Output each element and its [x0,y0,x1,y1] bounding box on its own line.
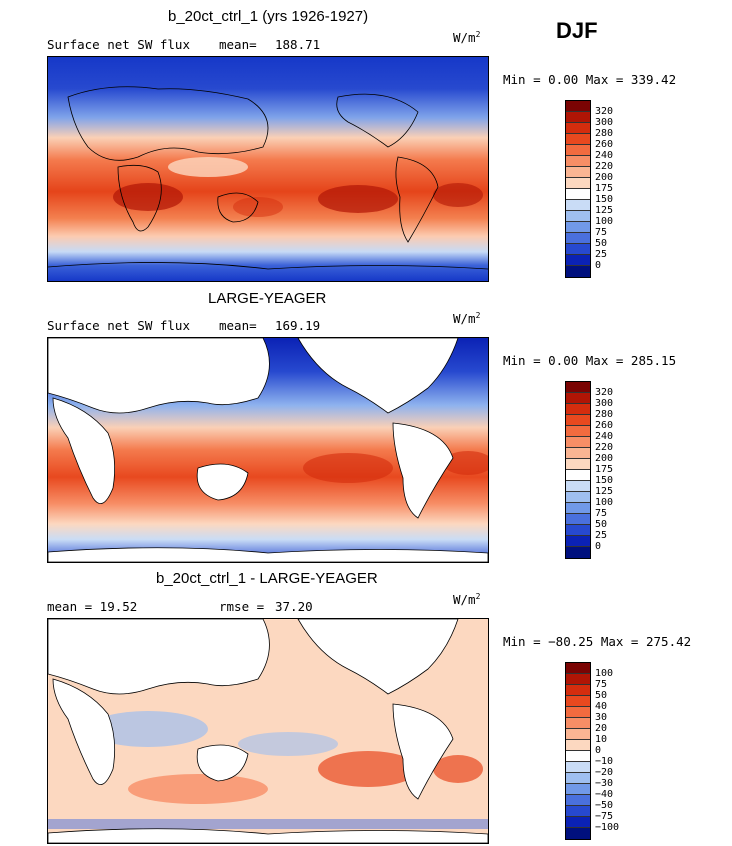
colorbar-tick: 200 [595,172,614,183]
panel1-variable-label: Surface net SW flux [47,37,190,52]
panel3-rmse-label: rmse = [219,599,265,614]
colorbar-tick: 100 [595,497,614,508]
season-label: DJF [556,18,598,43]
colorbar-tick: 260 [595,420,614,431]
colorbar-tick: 240 [595,431,614,442]
panel2-map [47,337,489,563]
colorbar-tick: 25 [595,249,608,260]
colorbar-tick: 200 [595,453,614,464]
colorbar-tick: 125 [595,205,614,216]
colorbar-tick: 260 [595,139,614,150]
panel3-map-field [48,619,488,843]
colorbar-tick: 50 [595,238,608,249]
colorbar-tick: 300 [595,117,614,128]
colorbar-tick: −10 [595,756,614,767]
panel2-minmax: Min = 0.00 Max = 285.15 [503,353,677,368]
colorbar-tick: 100 [595,216,614,227]
panel2-map-field [48,338,488,562]
panel1-units: W/m2 [453,30,481,46]
colorbar-tick: 300 [595,398,614,409]
panel1-mean-label: mean= [219,37,257,52]
panel1-minmax: Min = 0.00 Max = 339.42 [503,72,677,87]
colorbar-tick: 0 [595,541,602,552]
colorbar-tick: −75 [595,811,614,822]
panel3-mean-stat: mean = 19.52 [47,599,138,614]
colorbar-tick: −50 [595,800,614,811]
panel2-colorbar [565,381,591,559]
colorbar-tick: 320 [595,387,614,398]
panel1-colorbar [565,100,591,278]
colorbar-tick: 25 [595,530,608,541]
panel2-variable-label: Surface net SW flux [47,318,190,333]
colorbar-tick: 75 [595,508,608,519]
colorbar-tick: 150 [595,475,614,486]
panel3-title: b_20ct_ctrl_1 - LARGE-YEAGER [156,570,378,587]
panel3-colorbar [565,662,591,840]
colorbar-tick: 50 [595,690,608,701]
panel1-title: b_20ct_ctrl_1 (yrs 1926-1927) [168,8,369,25]
colorbar-tick: 75 [595,679,608,690]
colorbar-tick: 40 [595,701,608,712]
colorbar-tick: 175 [595,464,614,475]
colorbar-tick: 150 [595,194,614,205]
colorbar-tick: −20 [595,767,614,778]
panel1-mean-value: 188.71 [275,37,321,52]
colorbar-tick: 320 [595,106,614,117]
colorbar-tick: 0 [595,260,602,271]
colorbar-tick: 20 [595,723,608,734]
colorbar-tick: −40 [595,789,614,800]
colorbar-tick: −100 [595,822,620,833]
colorbar-tick: 75 [595,227,608,238]
colorbar-tick: −30 [595,778,614,789]
colorbar-tick: 125 [595,486,614,497]
colorbar-tick: 220 [595,442,614,453]
colorbar-tick: 220 [595,161,614,172]
panel1-map-field [48,57,488,281]
colorbar-tick: 50 [595,519,608,530]
colorbar-tick: 175 [595,183,614,194]
panel2-mean-label: mean= [219,318,257,333]
panel2-mean-value: 169.19 [275,318,321,333]
panel2-units: W/m2 [453,311,481,327]
panel3-units: W/m2 [453,592,481,608]
panel3-minmax: Min = −80.25 Max = 275.42 [503,634,692,649]
colorbar-tick: 280 [595,409,614,420]
colorbar-tick: 10 [595,734,608,745]
colorbar-tick: 280 [595,128,614,139]
panel1-map [47,56,489,282]
colorbar-tick: 100 [595,668,614,679]
colorbar-tick: 240 [595,150,614,161]
panel3-map [47,618,489,844]
panel2-title: LARGE-YEAGER [208,290,327,307]
colorbar-tick: 30 [595,712,608,723]
colorbar-tick: 0 [595,745,602,756]
panel3-rmse-value: 37.20 [275,599,313,614]
